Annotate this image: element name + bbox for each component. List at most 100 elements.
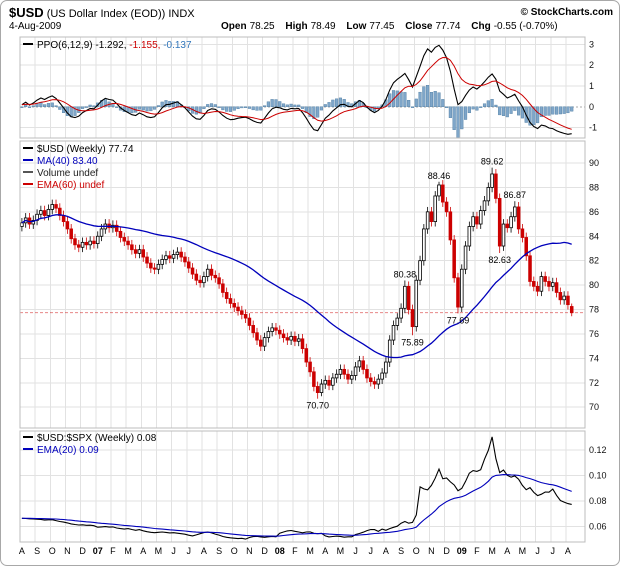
- y-tick-label: 0.10: [589, 471, 607, 481]
- candle-body: [160, 259, 164, 265]
- candle-body: [198, 279, 202, 284]
- ppo-histogram-bar: [206, 104, 210, 107]
- x-month-label: 07: [93, 546, 103, 556]
- candle-body: [478, 210, 483, 225]
- ppo-histogram-bar: [414, 98, 418, 107]
- candle-body: [221, 283, 225, 293]
- ppo-histogram-bar: [130, 106, 134, 114]
- price-annotation: 70.70: [306, 401, 329, 411]
- x-month-label: J: [186, 546, 191, 556]
- x-month-label: J: [171, 546, 176, 556]
- ppo-histogram-bar: [456, 106, 460, 138]
- symbol: $USD: [9, 5, 44, 20]
- candle-body: [509, 216, 513, 229]
- candle-body: [471, 216, 475, 227]
- y-tick-label: 72: [589, 378, 599, 388]
- candle-body: [497, 197, 502, 247]
- ppo-histogram-bar: [202, 106, 206, 110]
- ppo-histogram-bar: [372, 106, 377, 112]
- ppo-histogram-bar: [221, 106, 225, 111]
- legend-text: MA(40) 83.40: [37, 156, 98, 167]
- ppo-histogram-bar: [558, 106, 562, 115]
- ppo-histogram-bar: [115, 106, 119, 108]
- legend-text: $USD (Weekly) 77.74: [37, 144, 134, 155]
- ppo-histogram-bar: [213, 104, 217, 107]
- ppo-histogram-bar: [308, 106, 312, 117]
- candle-body: [296, 338, 301, 342]
- ppo-histogram-bar: [46, 103, 50, 107]
- y-tick-label: 70: [589, 402, 599, 412]
- x-month-label: M: [306, 546, 314, 556]
- ppo-histogram-bar: [528, 106, 532, 126]
- y-tick-label: 78: [589, 305, 599, 315]
- ppo-histogram-bar: [27, 106, 32, 108]
- legend-line: EMA(60) undef: [23, 180, 134, 192]
- ppo-histogram-bar: [547, 106, 551, 116]
- candle-body: [274, 327, 278, 331]
- candle-body: [304, 348, 309, 363]
- chart-header: $USD (US Dollar Index (EOD)) INDX © Stock…: [9, 4, 613, 20]
- y-tick-label: 0: [589, 102, 594, 112]
- legend-line: $USD (Weekly) 77.74: [23, 144, 134, 156]
- ppo-histogram-bar: [316, 106, 320, 118]
- open-label: Open: [221, 21, 247, 32]
- candle-body: [475, 216, 479, 225]
- ppo-histogram-bar: [403, 92, 407, 107]
- price-annotation: 75.89: [401, 337, 424, 347]
- candle-body: [209, 268, 214, 276]
- high-value: 78.49: [310, 21, 336, 32]
- ppo-histogram-bar: [35, 103, 39, 107]
- ratio-line: [21, 436, 572, 540]
- candle-body: [58, 207, 62, 216]
- candle-body: [54, 204, 58, 209]
- ppo-histogram-bar: [319, 106, 324, 111]
- x-month-label: F: [292, 546, 298, 556]
- candle-body: [395, 317, 400, 326]
- ppo-histogram-bar: [232, 106, 236, 111]
- candle-body: [46, 208, 51, 216]
- x-month-label: D: [443, 546, 450, 556]
- candle-body: [513, 206, 517, 218]
- x-month-label: O: [413, 546, 420, 556]
- candle-body: [361, 360, 365, 370]
- y-tick-label: 76: [589, 329, 599, 339]
- candle-body: [315, 386, 320, 393]
- candle-body: [300, 338, 305, 350]
- candle-body: [156, 263, 161, 270]
- close-value: 77.74: [435, 21, 461, 32]
- candle-body: [391, 325, 396, 341]
- candle-body: [88, 240, 92, 246]
- ppo-histogram-bar: [236, 106, 240, 110]
- legend-ratio: $USD:$SPX (Weekly) 0.08 EMA(20) 0.09: [23, 433, 156, 457]
- ppo-histogram-bar: [225, 106, 229, 112]
- x-month-label: N: [64, 546, 71, 556]
- panel-border: [19, 36, 586, 139]
- candle-body: [486, 187, 491, 202]
- price-panel-series: [20, 167, 585, 399]
- candle-body: [334, 373, 339, 379]
- ma40-line: [21, 214, 572, 359]
- ppo-histogram-bar: [244, 106, 248, 108]
- candle-body: [346, 373, 350, 380]
- candle-body: [251, 325, 255, 334]
- ppo-histogram-bar: [20, 106, 24, 108]
- x-month-label: A: [201, 546, 207, 556]
- ppo-histogram-bar: [338, 97, 342, 107]
- legend-swatch-icon: [23, 147, 33, 149]
- ppo-histogram-bar: [429, 92, 433, 107]
- price-annotation: 80.38: [394, 270, 417, 280]
- candle-body: [516, 206, 521, 230]
- x-month-label: A: [383, 546, 389, 556]
- candle-body: [372, 381, 377, 385]
- ppo-histogram-bar: [285, 104, 289, 107]
- ppo-histogram-bar: [164, 100, 168, 107]
- candle-body: [50, 204, 54, 210]
- ppo-histogram-bar: [80, 106, 85, 109]
- ppo-histogram-bar: [88, 104, 92, 107]
- x-month-label: A: [504, 546, 510, 556]
- candle-body: [399, 307, 403, 319]
- ppo-histogram-bar: [410, 106, 415, 108]
- candle-body: [532, 281, 536, 287]
